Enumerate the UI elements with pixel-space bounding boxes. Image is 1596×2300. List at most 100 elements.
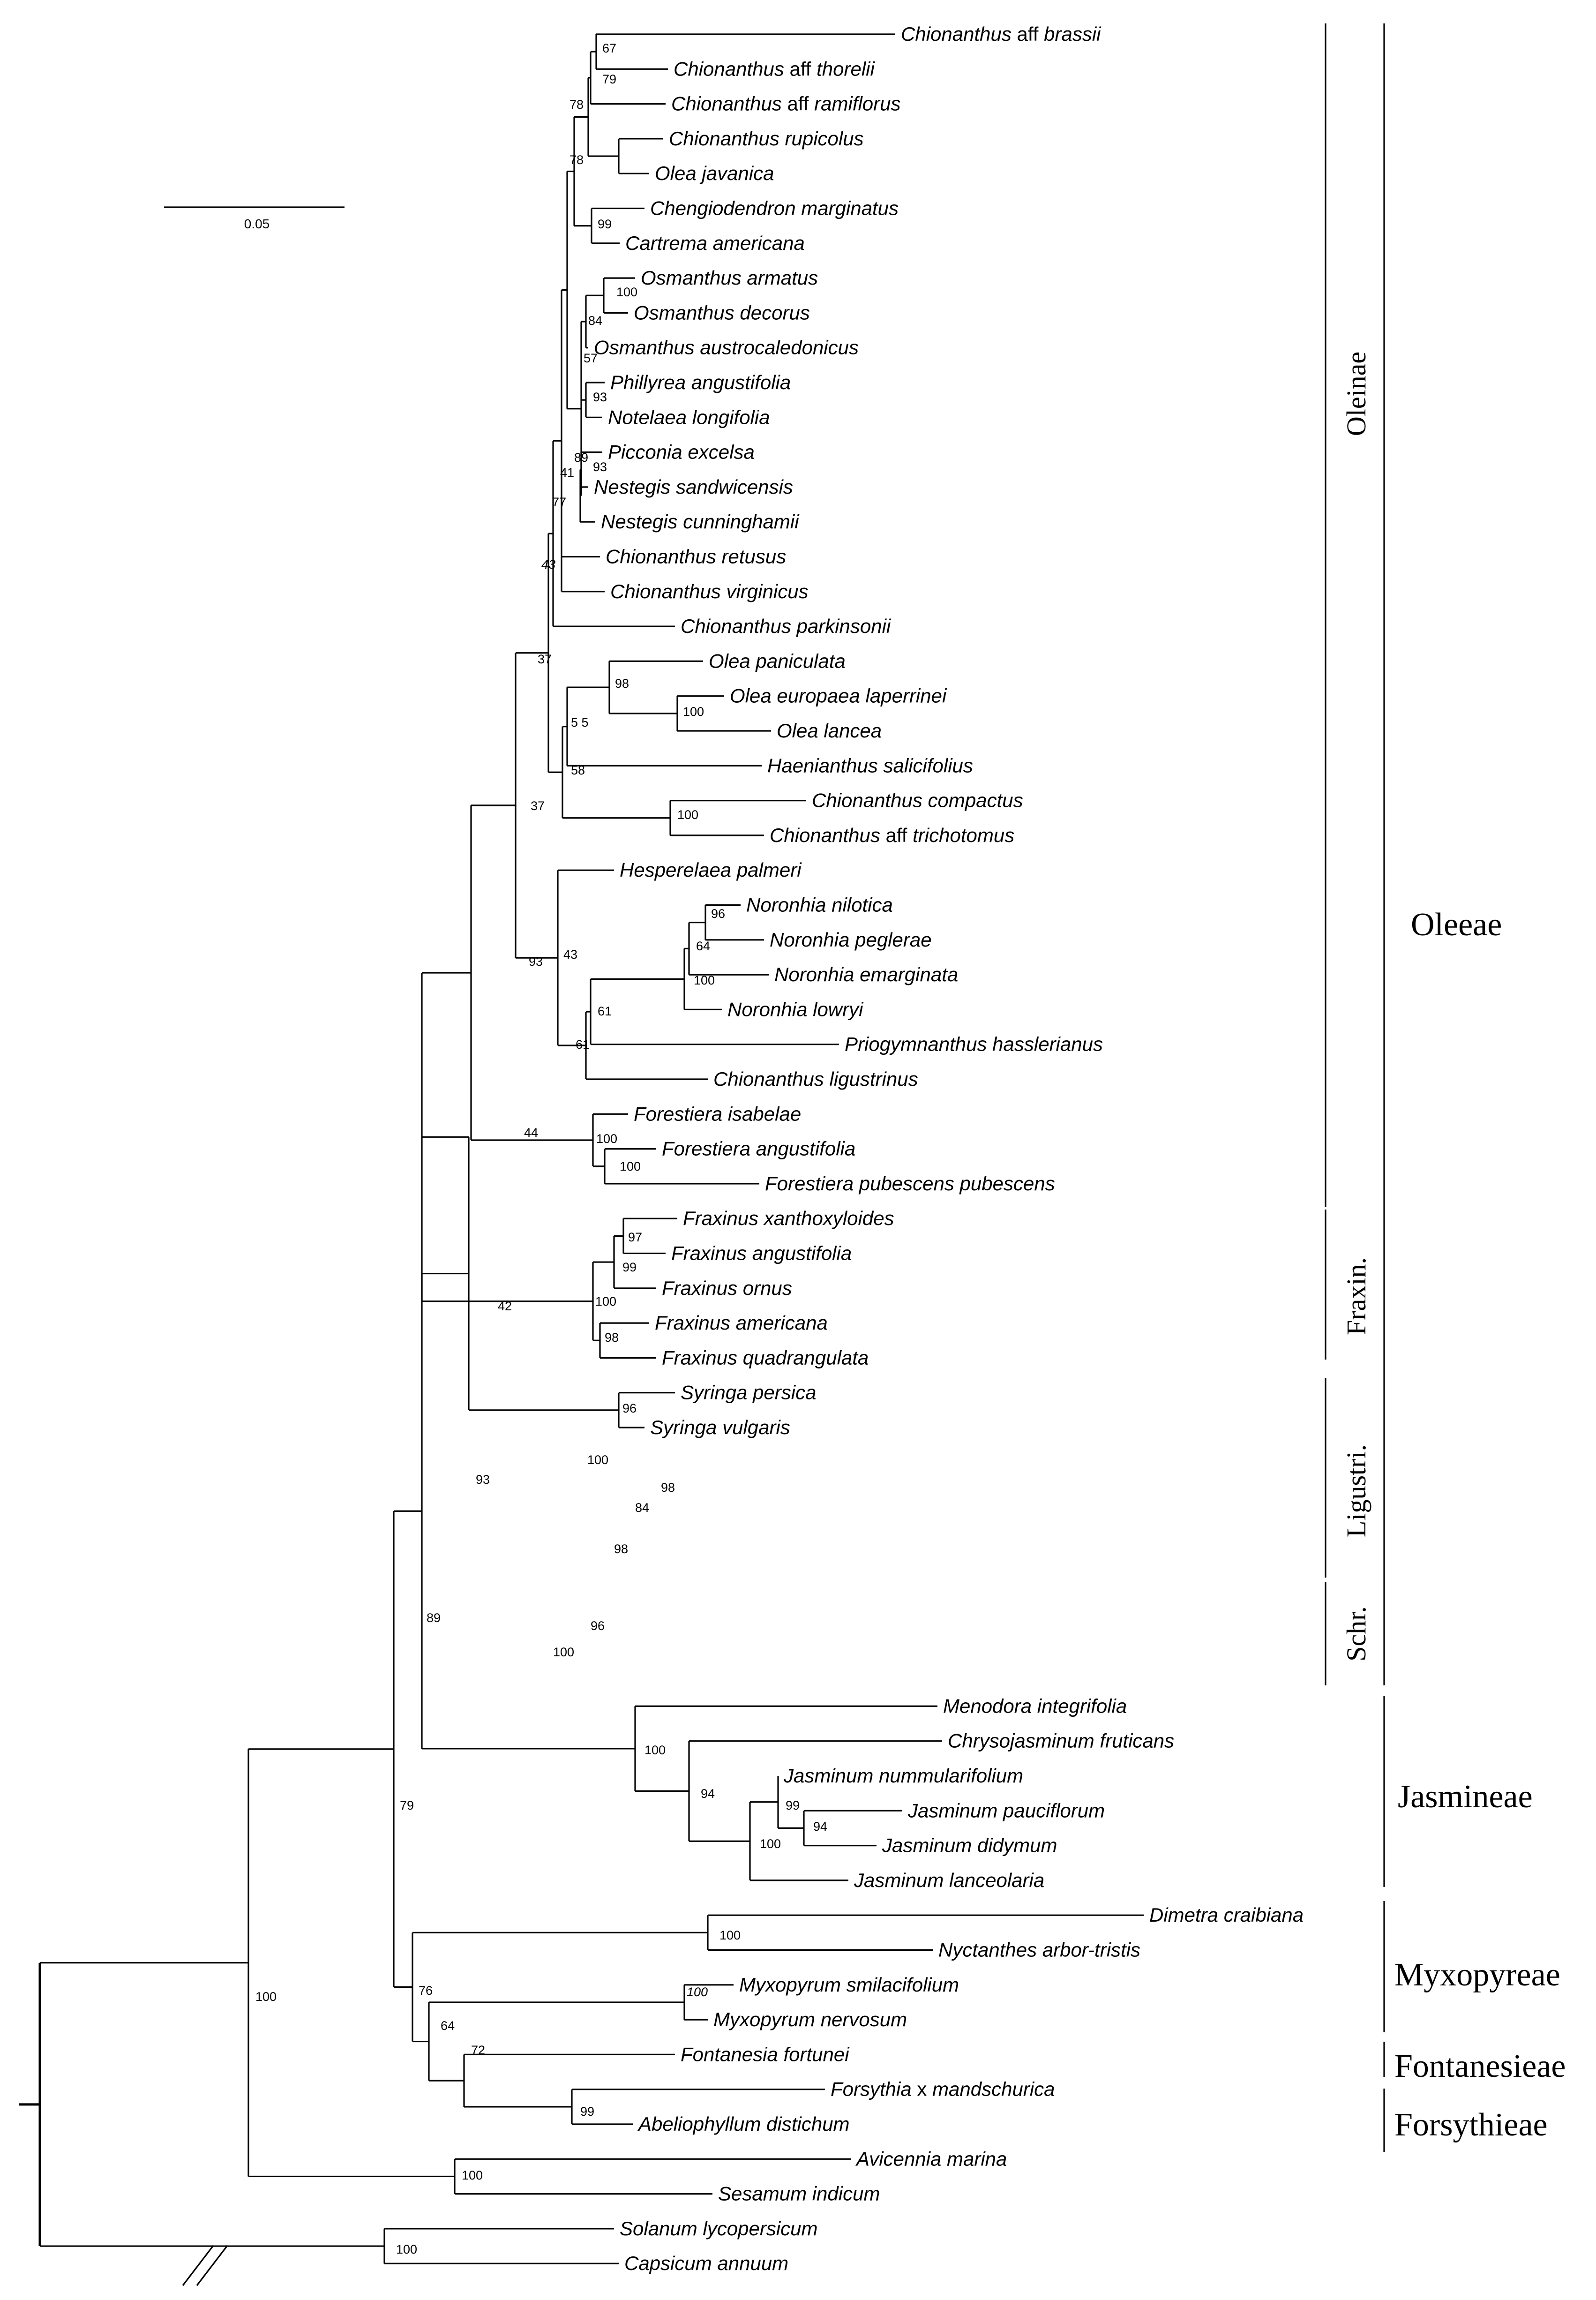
label-schreberinae: Schr. [1341,1606,1371,1661]
support-value: 93 [593,390,607,404]
support-value: 100 [683,705,704,719]
clade-labels: Oleinae Fraxin. Ligustri. Schr. Oleeae J… [1341,352,1566,2143]
taxon-label: Olea lancea [777,720,882,742]
scale-bar-label: 0.05 [244,217,270,231]
support-value: 100 [616,285,637,299]
label-oleeae: Oleeae [1411,907,1502,943]
support-value: 43 [541,557,555,571]
clade-bars [1325,23,1385,2152]
support-value: 79 [602,72,616,86]
taxon-label: Syringa persica [681,1382,816,1404]
support-value: 43 [563,947,577,962]
support-value: 5 5 [571,715,589,729]
taxon-label: Chionanthus ligustrinus [713,1068,918,1090]
taxon-label: Avicennia marina [855,2148,1007,2170]
taxon-labels: Chionanthus aff brassii Chionanthus aff t… [594,23,1304,2274]
support-value: 99 [786,1798,800,1812]
support-value: 78 [569,153,584,167]
taxon-label: Solanum lycopersicum [620,2217,818,2240]
taxon-label: Chionanthus aff ramiflorus [671,93,901,115]
support-value: 93 [529,955,543,969]
label-fraxininae: Fraxin. [1341,1257,1371,1335]
label-forsythieae: Forsythieae [1394,2107,1548,2143]
support-value: 37 [538,652,552,666]
break-mark [182,2245,214,2286]
taxon-label: Dimetra craibiana [1149,1904,1304,1926]
taxon-label: Myxopyrum smilacifolium [739,1974,959,1996]
support-value: 93 [476,1473,490,1487]
support-value: 94 [701,1787,715,1801]
taxon-label: Olea europaea laperrinei [730,685,947,707]
taxon-label: Syringa vulgaris [650,1416,790,1438]
support-value: 97 [628,1230,642,1244]
support-value: 100 [553,1645,574,1659]
taxon-label: Notelaea longifolia [608,406,770,428]
support-value: 44 [524,1126,538,1140]
support-value: 58 [571,763,585,777]
taxon-label: Chionanthus retusus [606,546,786,568]
taxon-label: Sesamum indicum [718,2183,880,2205]
taxon-label: Fraxinus xanthoxyloides [683,1207,894,1229]
support-value: 61 [598,1004,612,1018]
taxon-label: Nestegis sandwicensis [594,476,793,498]
support-value: 100 [462,2168,483,2182]
label-myxopyreae: Myxopyreae [1394,1957,1560,1993]
support-value: 100 [687,1985,708,1999]
support-value: 79 [400,1798,414,1812]
support-value: 100 [587,1453,608,1467]
taxon-label: Noronhia peglerae [770,929,932,951]
taxon-label: Fraxinus quadrangulata [662,1346,869,1368]
taxon-label: Osmanthus austrocaledonicus [594,337,859,359]
taxon-label: Osmanthus armatus [641,267,818,289]
support-value: 76 [419,1984,433,1998]
support-value: 100 [620,1159,641,1173]
taxon-label: Jasminum nummularifolium [783,1765,1023,1787]
taxon-label: Osmanthus decorus [634,301,810,323]
taxon-label: Nestegis cunninghamii [601,511,800,533]
taxon-label: Priogymnanthus hasslerianus [845,1033,1103,1055]
taxon-label: Jasminum pauciflorum [907,1799,1105,1821]
support-value: 100 [677,808,698,822]
support-value: 100 [595,1294,616,1308]
label-fontanesieae: Fontanesieae [1394,2048,1566,2084]
taxon-label: Olea paniculata [709,650,846,672]
support-value: 100 [760,1837,781,1851]
support-value: 96 [711,907,725,921]
label-ligustrinae: Ligustri. [1341,1444,1371,1537]
taxon-label: Olea javanica [655,162,774,184]
support-value: 67 [602,41,616,55]
support-value: 93 [593,460,607,474]
support-value: 57 [584,351,598,365]
taxon-label: Nyctanthes arbor-tristis [938,1939,1140,1961]
taxon-label: Myxopyrum nervosum [713,2008,907,2030]
support-value: 99 [622,1260,637,1274]
support-value: 100 [719,1928,741,1942]
taxon-label: Forestiera pubescens pubescens [765,1173,1055,1195]
taxon-label: Fontanesia fortunei [681,2043,850,2065]
support-value: 99 [598,217,612,231]
support-value: 99 [580,2105,594,2119]
taxon-label: Capsicum annuum [624,2252,788,2274]
taxon-label: Chengiodendron marginatus [650,197,899,219]
support-value: 98 [661,1481,675,1495]
support-value: 78 [569,98,584,112]
support-value: 89 [574,451,588,465]
taxon-label: Chionanthus aff trichotomus [770,824,1014,846]
outgroup-break-marks [182,2245,228,2286]
support-value: 94 [813,1819,827,1834]
taxon-label: Noronhia lowryi [727,998,864,1020]
taxon-label: Forestiera isabelae [634,1103,801,1125]
label-jasmineae: Jasmineae [1398,1779,1533,1815]
taxon-label: Chionanthus rupicolus [669,128,864,150]
taxon-label: Jasminum didymum [882,1834,1057,1857]
support-value: 41 [560,466,574,480]
taxon-label: Haenianthus salicifolius [767,754,973,776]
taxon-label: Fraxinus americana [655,1312,828,1334]
taxon-label: Fraxinus ornus [662,1277,792,1299]
taxon-label: Chionanthus parkinsonii [681,615,892,637]
taxon-label: Noronhia nilotica [746,894,893,916]
support-value: 100 [255,1990,277,2004]
support-value: 42 [498,1299,512,1313]
label-oleinae: Oleinae [1341,352,1371,436]
